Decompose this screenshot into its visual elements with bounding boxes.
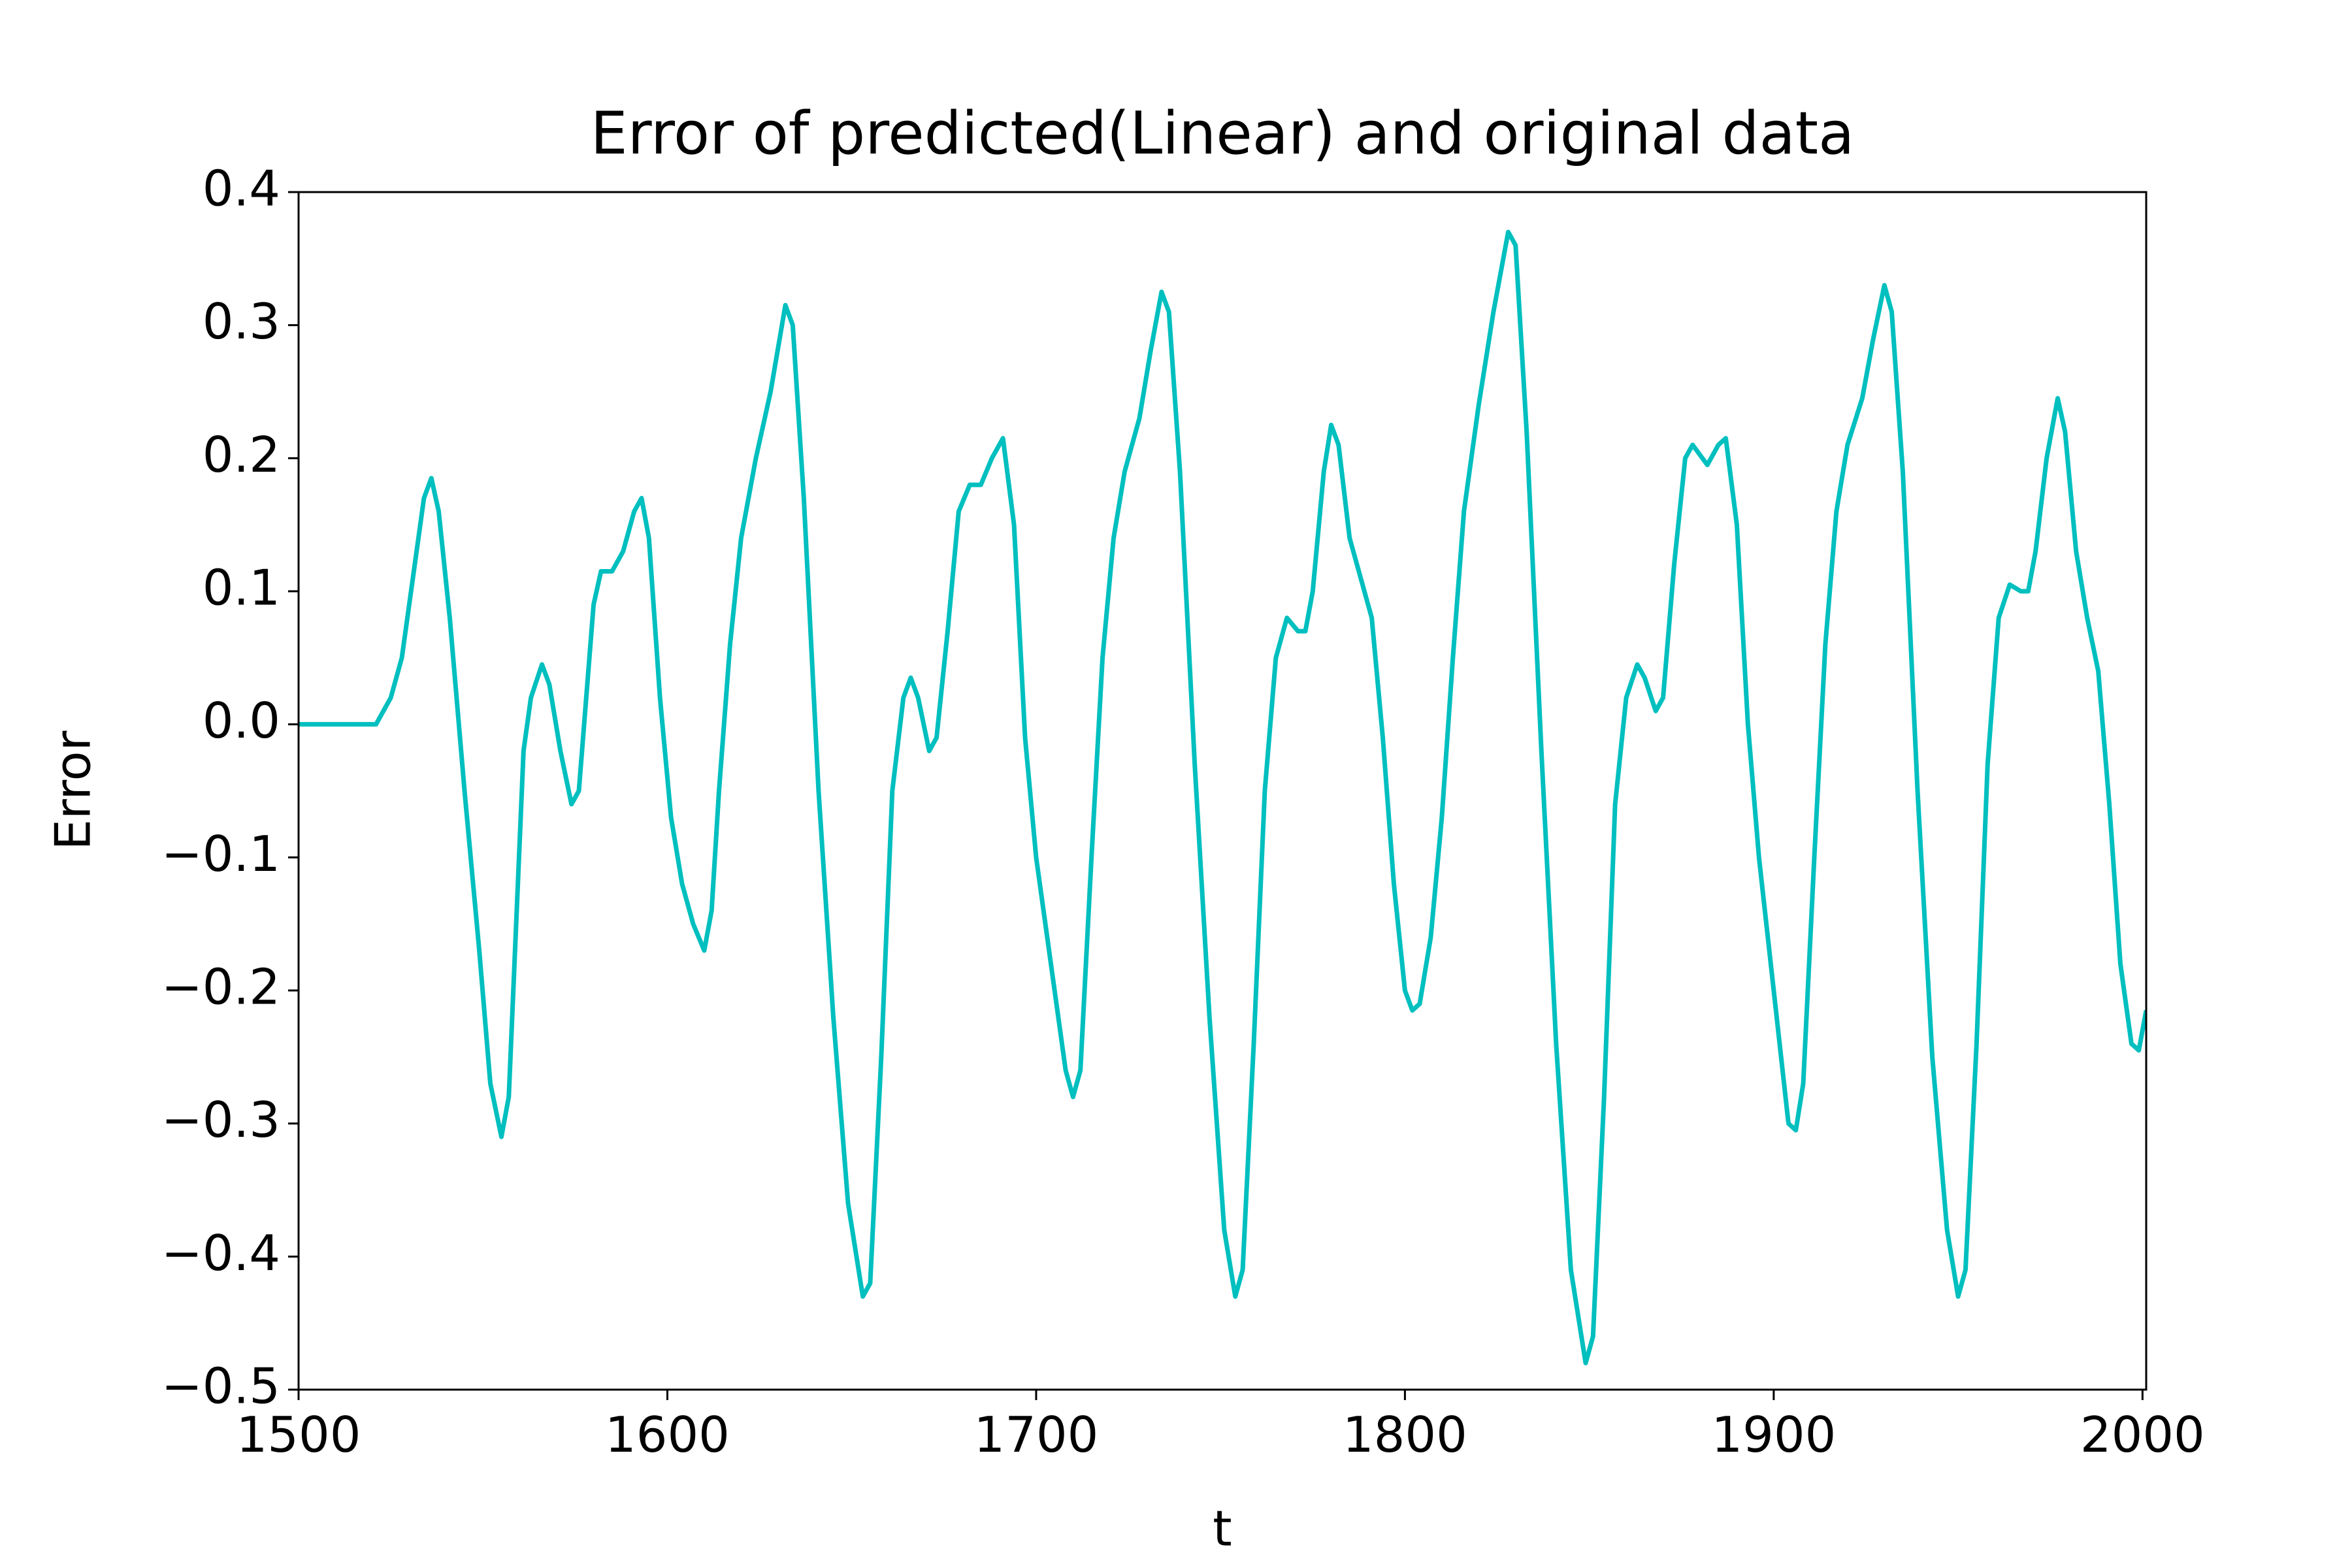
- y-tick-label: −0.4: [161, 1224, 280, 1282]
- y-tick-label: 0.3: [203, 293, 280, 350]
- y-tick-label: −0.5: [161, 1358, 280, 1415]
- y-tick-label: −0.3: [161, 1091, 280, 1149]
- x-tick-label: 1800: [1343, 1406, 1467, 1463]
- chart-title: Error of predicted(Linear) and original …: [591, 99, 1854, 168]
- x-tick-label: 1900: [1711, 1406, 1836, 1463]
- x-axis-label: t: [1213, 1500, 1232, 1558]
- data-line: [299, 229, 2146, 1365]
- y-tick-label: 0.1: [203, 559, 280, 617]
- x-tick-label: 2000: [2080, 1406, 2205, 1463]
- y-tick-label: −0.2: [161, 958, 280, 1016]
- x-tick-label: 1500: [237, 1406, 361, 1463]
- y-axis-label: Error: [44, 730, 102, 850]
- y-tick-label: −0.1: [161, 825, 280, 883]
- y-tick-label: 0.4: [203, 160, 280, 218]
- y-tick-label: 0.0: [203, 692, 280, 749]
- y-tick-label: 0.2: [203, 426, 280, 483]
- x-tick-label: 1700: [974, 1406, 1099, 1463]
- plot-frame: [297, 191, 2148, 1391]
- x-tick-label: 1600: [605, 1406, 730, 1463]
